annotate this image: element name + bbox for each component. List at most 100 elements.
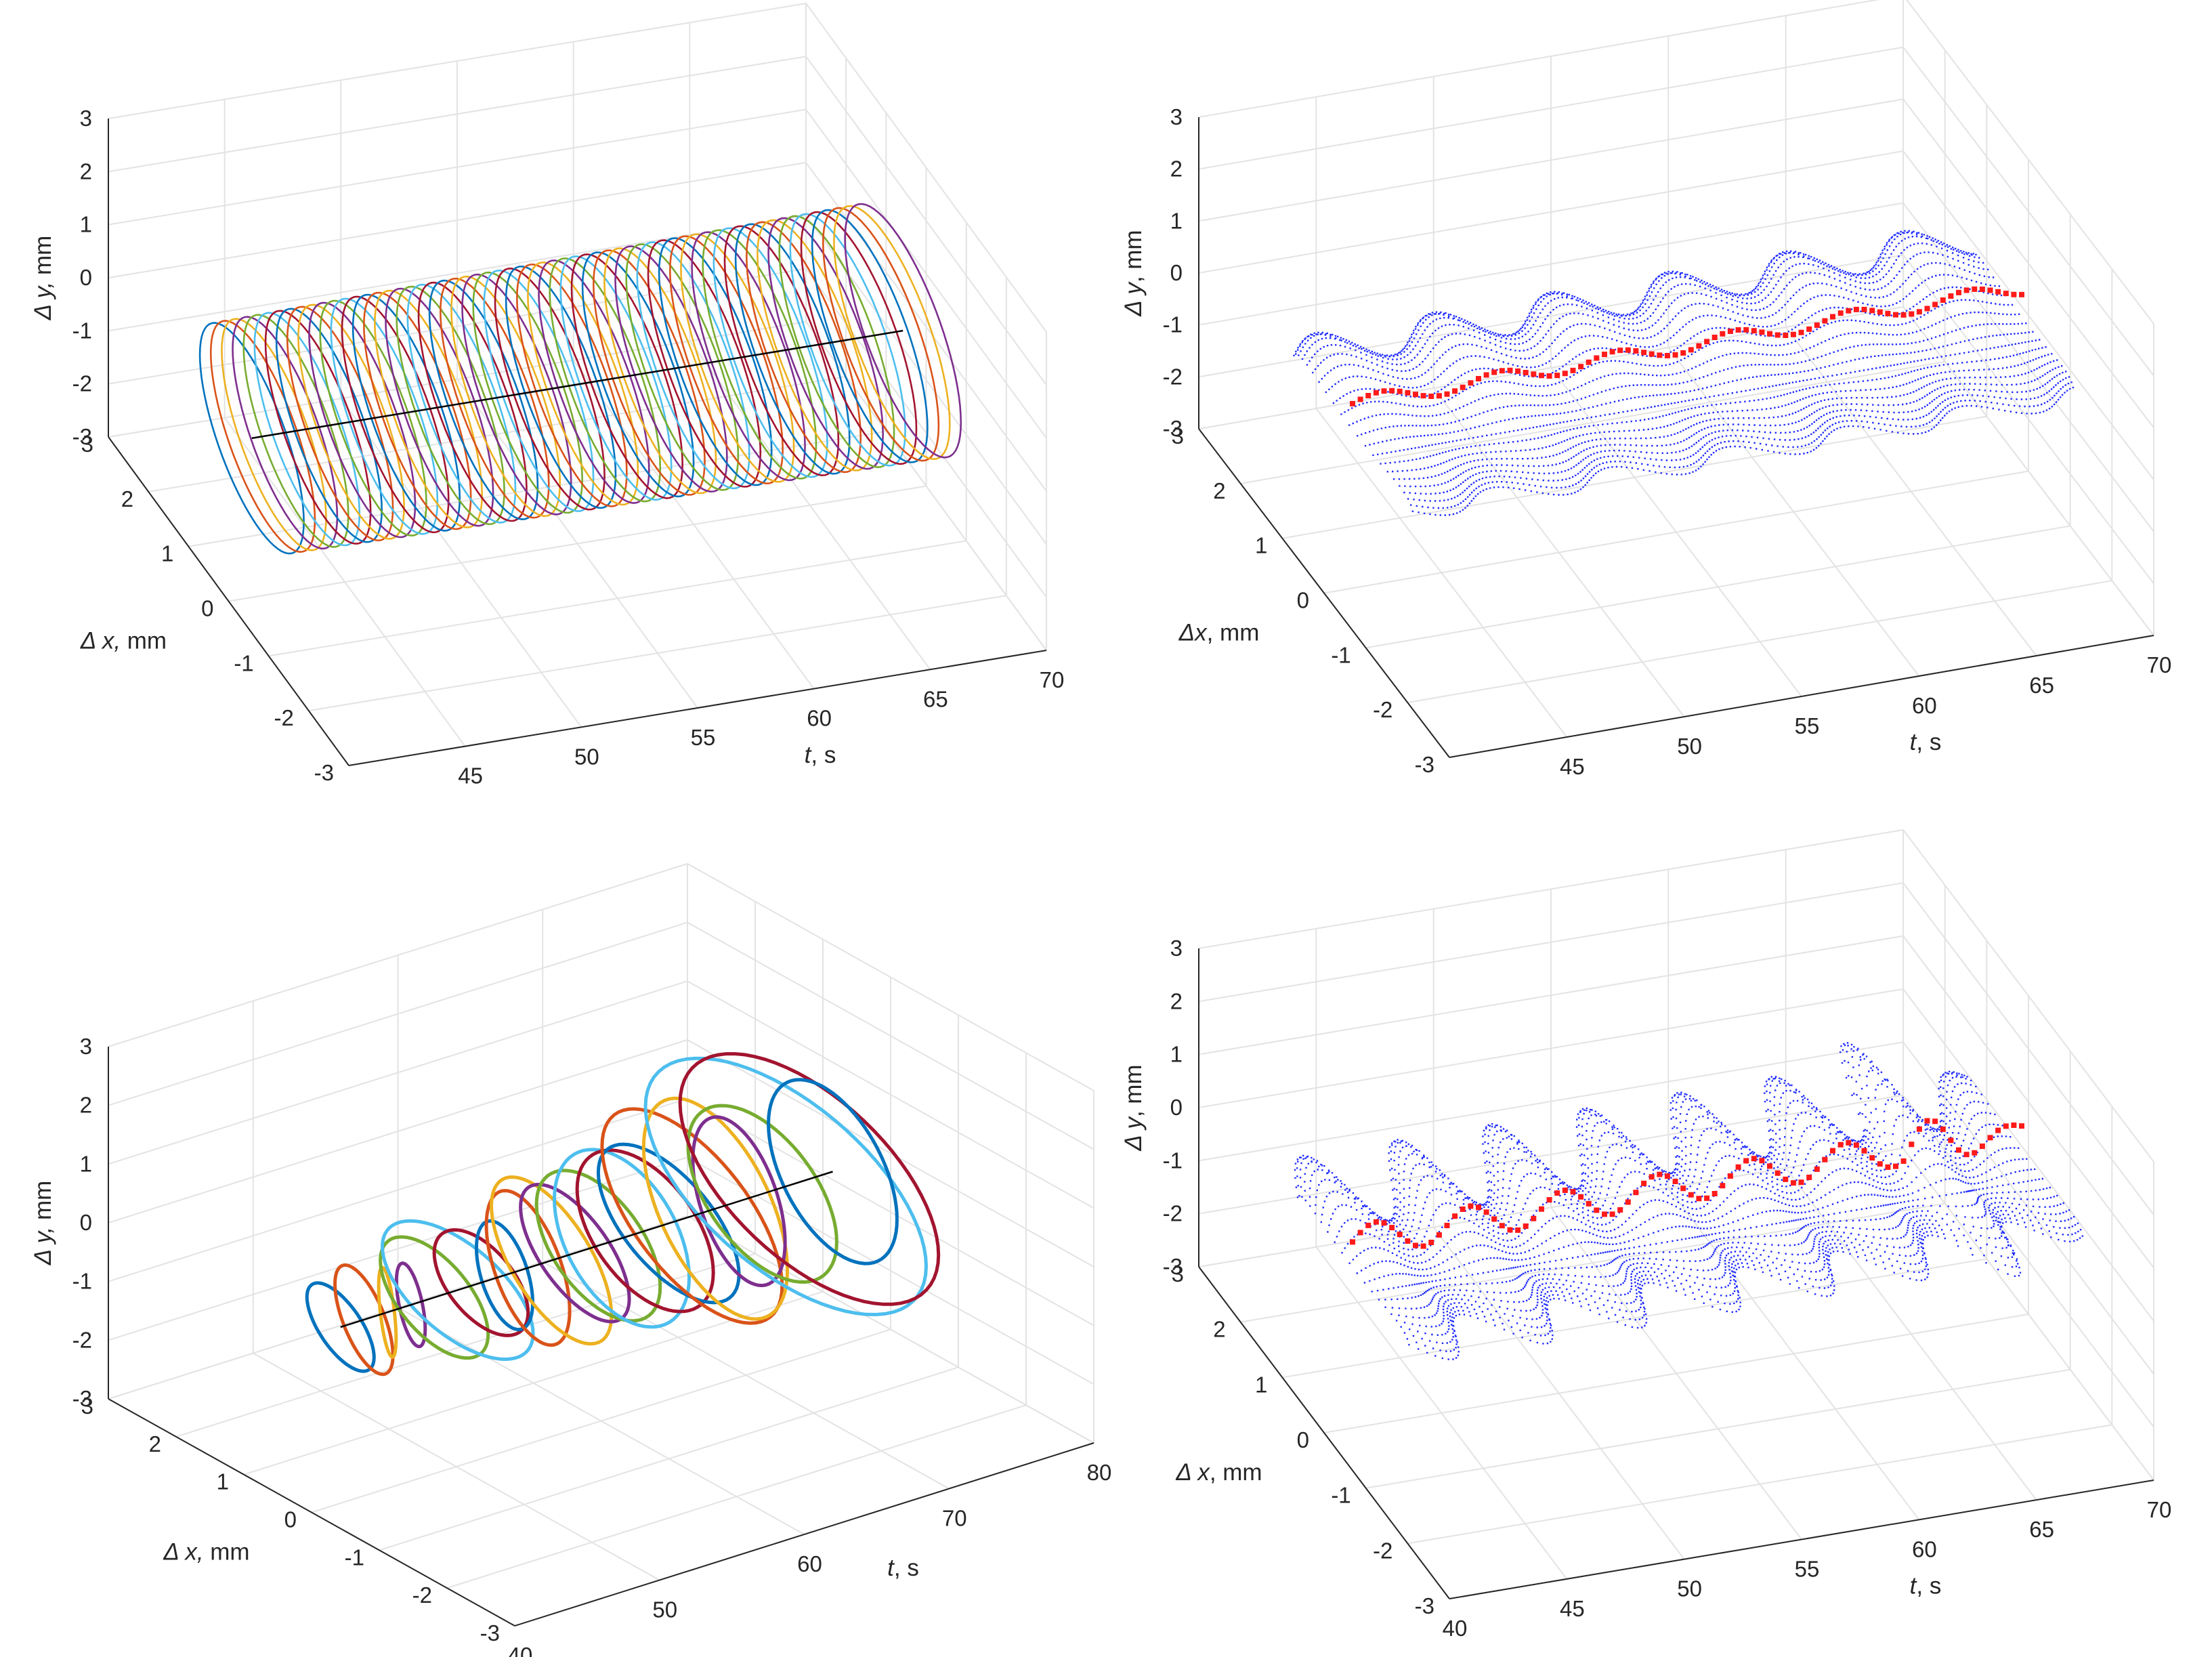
- grid-line: [1198, 306, 1904, 429]
- orbit-loop: [678, 1052, 941, 1306]
- x-axis-label-unit: , mm: [1210, 1459, 1262, 1486]
- x-tick-label: 0: [284, 1507, 297, 1532]
- x-tick-label: 3: [81, 432, 93, 457]
- x-axis-label-var: Δx: [1178, 620, 1208, 646]
- orbit-loop: [450, 275, 561, 518]
- orbit-loop: [472, 271, 584, 514]
- x-tick-label: -3: [314, 760, 334, 785]
- t-axis-label-var: t: [887, 1555, 895, 1581]
- t-axis-line: [348, 650, 1047, 766]
- y-axis-label-var: Δ y: [1120, 1116, 1147, 1152]
- orbit-loop: [379, 1235, 490, 1360]
- orbit-loop: [505, 265, 617, 509]
- x-axis-line: [1198, 1266, 1450, 1599]
- grid-line: [108, 268, 807, 385]
- x-tick-label: 2: [121, 486, 133, 511]
- orbit-loop: [603, 247, 717, 495]
- x-tick-label: 3: [1172, 1261, 1184, 1286]
- orbit-loop: [844, 203, 962, 459]
- grid-line: [1902, 254, 2154, 584]
- grid-line: [1902, 203, 2154, 532]
- y-tick-label: 1: [1170, 1042, 1183, 1067]
- x-axis-label-var: Δ x,: [163, 1539, 203, 1566]
- x-axis-label: Δ x, mm: [1175, 1459, 1262, 1486]
- x-axis-label-unit: mm: [121, 628, 167, 654]
- orbit-loop: [538, 259, 650, 504]
- orbit-loop: [484, 1189, 572, 1347]
- grid-line: [1198, 1148, 1904, 1267]
- t-tick-label: 40: [508, 1643, 533, 1657]
- grid-line: [1365, 1368, 2070, 1489]
- orbit-loop: [686, 1104, 838, 1284]
- grid-line: [108, 980, 688, 1165]
- y-axis-label: Δ y, mm: [30, 236, 56, 321]
- orbit-loop: [534, 1169, 662, 1323]
- y-tick-label: 2: [80, 1093, 92, 1118]
- orbit-loop: [712, 227, 828, 478]
- y-tick-label: -1: [1163, 1148, 1183, 1173]
- orbit-loop: [406, 283, 517, 524]
- y-tick-label: -1: [72, 1269, 92, 1294]
- orbit-loop: [723, 225, 840, 477]
- y-tick-label: 2: [80, 159, 92, 184]
- t-axis-line: [514, 1442, 1094, 1627]
- grid-line: [1198, 150, 1904, 274]
- t-tick-label: 45: [1560, 1596, 1585, 1621]
- y-tick-label: 2: [1170, 156, 1183, 182]
- orbit-loop: [377, 1265, 398, 1359]
- orbit-loop: [757, 219, 873, 471]
- grid-line: [1282, 1258, 1987, 1379]
- t-tick-label: 55: [691, 725, 716, 750]
- x-tick-label: 2: [1213, 478, 1225, 503]
- orbit-loop: [691, 231, 806, 482]
- orbit-loop: [593, 249, 706, 496]
- t-axis-label: t, s: [1910, 729, 1942, 755]
- surface-points: [1294, 1042, 2083, 1360]
- y-axis-label-var: Δ y: [1120, 281, 1147, 317]
- t-tick-label: 60: [807, 706, 832, 731]
- x-axis-label: Δ x, mm: [163, 1539, 249, 1566]
- y-tick-label: -3: [1163, 416, 1183, 441]
- y-axis-label-var: Δ y,: [30, 282, 56, 321]
- grid-line: [108, 215, 807, 332]
- y-tick-label: 1: [80, 212, 92, 237]
- grid-line: [1198, 1094, 1904, 1215]
- grid-line: [1902, 98, 2154, 428]
- orbit-loop: [559, 255, 673, 501]
- x-tick-label: -3: [1415, 1593, 1434, 1618]
- x-tick-label: 1: [217, 1469, 229, 1494]
- grid-line: [1902, 306, 2154, 636]
- top-trace-points: [1350, 286, 2024, 406]
- grid-line: [446, 1404, 1027, 1589]
- y-axis-label-unit: , mm: [1120, 1064, 1147, 1117]
- grid-line: [1902, 1041, 2154, 1375]
- orbit-loop: [570, 253, 684, 499]
- grid-line: [687, 863, 1094, 1091]
- y-tick-label: -1: [1163, 312, 1183, 337]
- grid-line: [1198, 202, 1904, 326]
- grid-line: [687, 1097, 1094, 1326]
- y-tick-label: 3: [1170, 104, 1183, 129]
- y-tick-label: 1: [80, 1151, 92, 1176]
- orbit-loop: [341, 295, 450, 534]
- grid-line: [108, 1097, 688, 1282]
- orbit-centre-line: [251, 329, 903, 440]
- x-tick-label: -2: [412, 1582, 432, 1608]
- orbit-loop: [519, 1182, 631, 1324]
- grid-line: [108, 921, 688, 1106]
- grid-line: [268, 540, 966, 657]
- y-axis-label-unit: mm: [30, 236, 56, 282]
- orbit-loop: [527, 261, 639, 506]
- grid-line: [1902, 936, 2154, 1269]
- orbit-loop: [702, 229, 817, 480]
- grid-line: [228, 485, 927, 602]
- t-tick-label: 60: [797, 1551, 822, 1576]
- grid-line: [1198, 935, 1904, 1055]
- orbit-loop: [822, 207, 940, 462]
- y-tick-label: -3: [72, 1386, 92, 1411]
- t-tick-label: 55: [1795, 713, 1820, 738]
- grid-line: [108, 3, 807, 119]
- orbit-loop: [549, 257, 662, 503]
- grid-line: [687, 1215, 1094, 1444]
- t-axis-label-var: t: [805, 742, 812, 768]
